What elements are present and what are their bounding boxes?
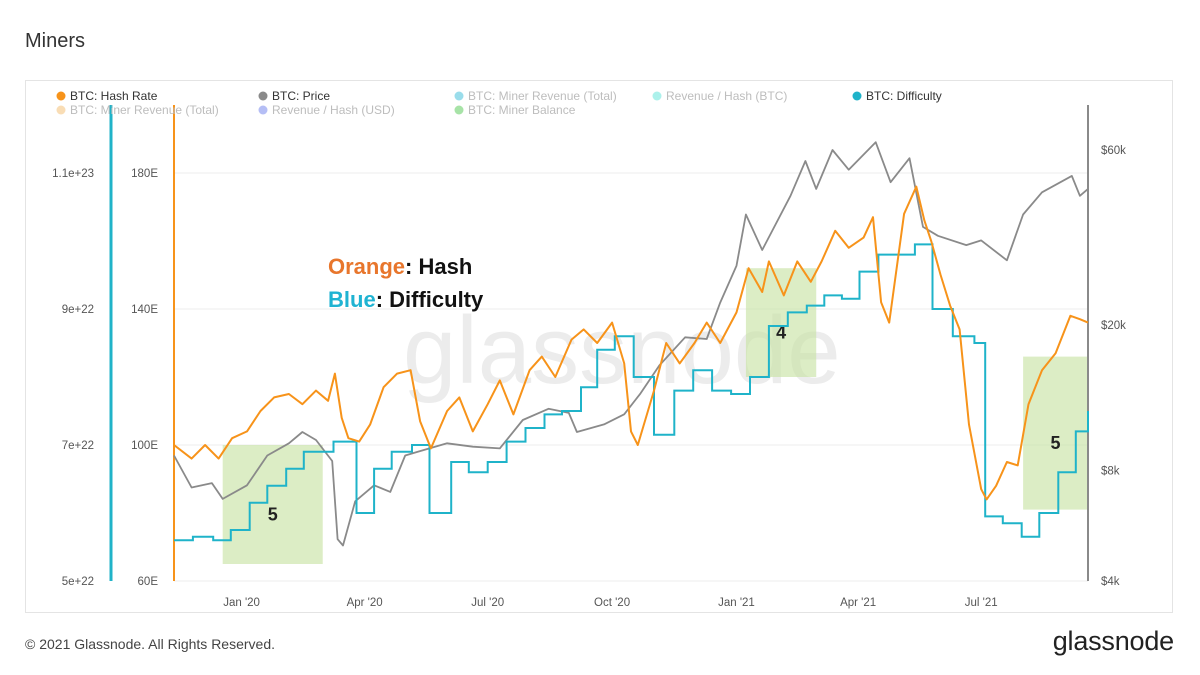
highlight-box-2 <box>1023 356 1088 510</box>
legend-dot-1 <box>258 91 268 101</box>
x-tick-5: Apr '21 <box>840 597 876 609</box>
legend-item-7: BTC: Miner Balance <box>468 103 576 117</box>
difficulty-tick-3: 5e+22 <box>62 576 94 588</box>
chart-svg: glassnode 545 1.1e+239e+227e+225e+22180E… <box>52 89 1126 609</box>
x-tick-2: Jul '20 <box>471 597 504 609</box>
price-tick-2: $8k <box>1101 466 1120 478</box>
hash-tick-2: 100E <box>131 440 158 452</box>
footer-copyright: © 2021 Glassnode. All Rights Reserved. <box>25 636 276 652</box>
glassnode-logo[interactable]: glassnode <box>1052 626 1174 656</box>
series-difficulty-line <box>174 243 1089 542</box>
x-tick-4: Jan '21 <box>718 597 755 609</box>
legend-item-4: BTC: Difficulty <box>866 89 942 103</box>
legend-item-2: BTC: Miner Revenue (Total) <box>468 89 617 103</box>
legend-item-6: Revenue / Hash (USD) <box>272 103 395 117</box>
annotation-orange-hash: Orange: Hash <box>328 254 472 279</box>
legend-dot-7 <box>454 105 464 115</box>
annotation-orange-word: Orange <box>328 254 405 279</box>
hash-tick-0: 180E <box>131 168 158 180</box>
legend-dot-2 <box>454 91 464 101</box>
difficulty-tick-1: 9e+22 <box>62 304 94 316</box>
highlight-box-label-2: 5 <box>1051 433 1061 453</box>
highlight-box-1 <box>745 268 817 377</box>
legend-item-3: Revenue / Hash (BTC) <box>666 89 787 103</box>
highlight-box-label-1: 4 <box>776 323 786 343</box>
legend-item-0: BTC: Hash Rate <box>70 89 158 103</box>
difficulty-tick-2: 7e+22 <box>62 440 94 452</box>
hash-tick-3: 60E <box>138 576 159 588</box>
page-title: Miners <box>25 30 86 52</box>
annotation-blue-difficulty: Blue: Difficulty <box>328 287 484 312</box>
legend-dot-3 <box>652 91 662 101</box>
legend-dot-5 <box>56 105 66 115</box>
annotation-hash-word: : Hash <box>405 254 472 279</box>
x-tick-6: Jul '21 <box>965 597 998 609</box>
price-tick-3: $4k <box>1101 576 1120 588</box>
x-tick-1: Apr '20 <box>347 597 383 609</box>
series-hash-line <box>173 185 1089 501</box>
x-tick-3: Oct '20 <box>594 597 630 609</box>
legend-dot-0 <box>56 91 66 101</box>
legend-item-1: BTC: Price <box>272 89 330 103</box>
difficulty-tick-0: 1.1e+23 <box>52 168 94 180</box>
legend-dot-6 <box>258 105 268 115</box>
hash-tick-1: 140E <box>131 304 158 316</box>
highlight-box-label-0: 5 <box>268 505 278 525</box>
annotation-difficulty-word: : Difficulty <box>376 287 484 312</box>
legend-item-5: BTC: Miner Revenue (Total) <box>70 103 219 117</box>
x-tick-0: Jan '20 <box>223 597 260 609</box>
legend-dot-4 <box>852 91 862 101</box>
highlight-box-0 <box>222 445 323 564</box>
price-tick-1: $20k <box>1101 320 1126 332</box>
annotation-blue-word: Blue <box>328 287 376 312</box>
series-price-line <box>173 141 1089 547</box>
price-tick-0: $60k <box>1101 145 1126 157</box>
